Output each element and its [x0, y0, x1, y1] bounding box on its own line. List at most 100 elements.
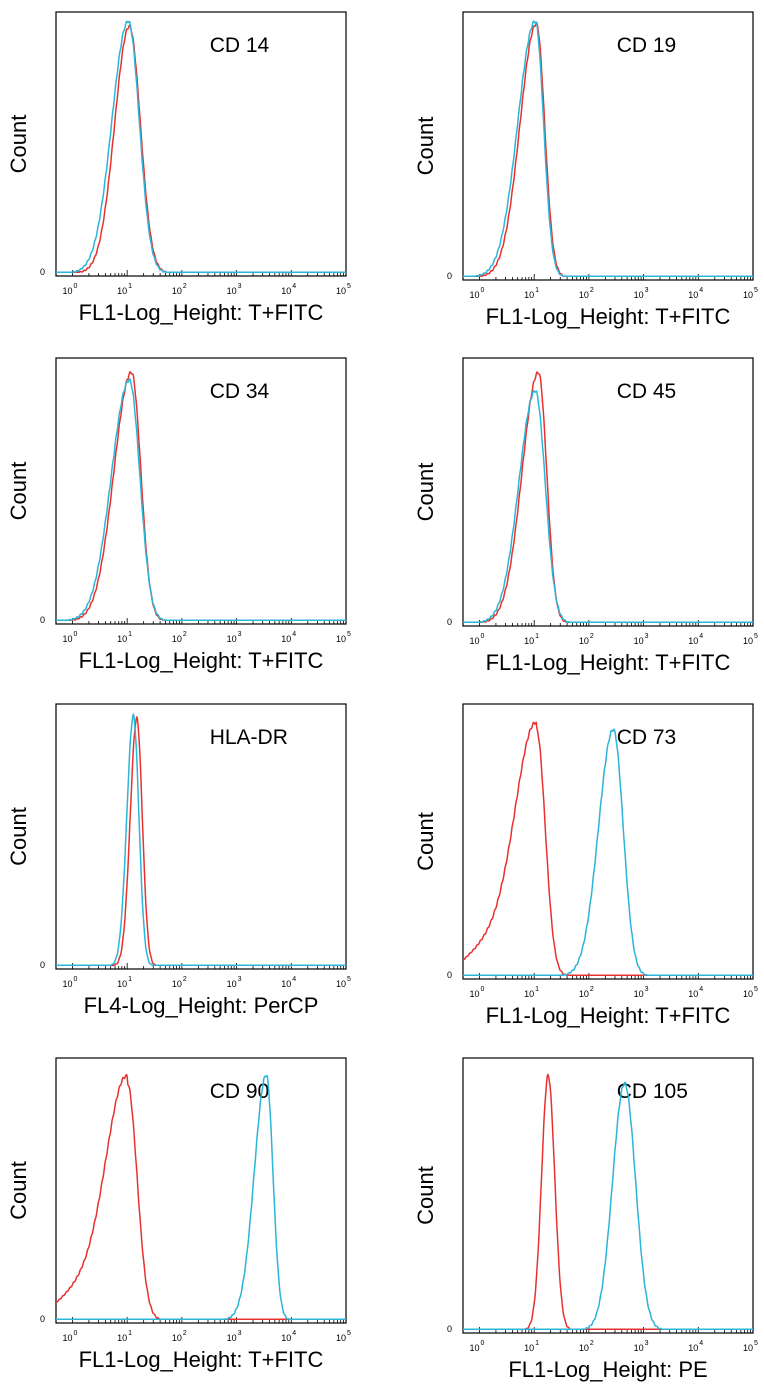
x-tick-exponent: 5: [754, 986, 758, 993]
y-axis-label: Count: [6, 807, 31, 866]
x-tick-exponent: 4: [292, 976, 296, 983]
x-tick-exponent: 2: [183, 631, 187, 638]
y-zero-label: 0: [40, 267, 45, 277]
x-tick-label: 10: [634, 989, 644, 999]
x-axis-label: FL1-Log_Height: T+FITC: [79, 648, 324, 673]
y-axis-label: Count: [6, 115, 31, 174]
x-axis-label: FL1-Log_Height: T+FITC: [79, 1347, 324, 1372]
histogram-series-line: [55, 24, 347, 273]
plot-frame: [55, 703, 347, 970]
x-tick-label: 10: [336, 979, 346, 989]
x-tick-exponent: 0: [480, 986, 484, 993]
x-tick-label: 10: [469, 1343, 479, 1353]
x-tick-exponent: 4: [699, 1340, 703, 1347]
histogram-series-line: [462, 371, 754, 623]
x-tick-exponent: 4: [699, 287, 703, 294]
x-tick-label: 10: [336, 634, 346, 644]
x-axis-label: FL1-Log_Height: PE: [508, 1357, 707, 1382]
x-tick-exponent: 0: [480, 287, 484, 294]
plot-frame: [462, 357, 754, 627]
x-tick-label: 10: [688, 989, 698, 999]
y-zero-label: 0: [40, 1314, 45, 1324]
x-tick-label: 10: [62, 634, 72, 644]
x-tick-label: 10: [688, 290, 698, 300]
x-tick-exponent: 2: [183, 1330, 187, 1337]
x-tick-label: 10: [281, 286, 291, 296]
panel-marker-label: HLA-DR: [210, 726, 288, 749]
y-axis-label: Count: [413, 463, 438, 522]
x-tick-exponent: 3: [645, 986, 649, 993]
x-axis-label: FL1-Log_Height: T+FITC: [79, 300, 324, 325]
x-tick-exponent: 2: [183, 976, 187, 983]
x-tick-label: 10: [743, 989, 753, 999]
histogram-series-line: [55, 1073, 347, 1320]
x-tick-exponent: 5: [347, 283, 351, 290]
histogram-series-line: [462, 1073, 754, 1330]
histogram-series-line: [55, 371, 347, 621]
y-axis-label: Count: [413, 812, 438, 871]
y-zero-label: 0: [40, 615, 45, 625]
plot-frame: [55, 1057, 347, 1324]
histogram-series-line: [462, 1081, 754, 1330]
x-tick-exponent: 0: [480, 633, 484, 640]
x-tick-label: 10: [172, 634, 182, 644]
y-axis-label: Count: [6, 1161, 31, 1220]
x-tick-exponent: 1: [128, 976, 132, 983]
plot-frame: [462, 1057, 754, 1334]
x-axis-label: FL1-Log_Height: T+FITC: [486, 650, 731, 675]
histogram-series-line: [55, 378, 347, 621]
x-tick-exponent: 4: [292, 283, 296, 290]
x-tick-label: 10: [634, 1343, 644, 1353]
x-tick-exponent: 3: [238, 976, 242, 983]
x-axis-label: FL1-Log_Height: T+FITC: [486, 1003, 731, 1028]
x-tick-exponent: 5: [754, 1340, 758, 1347]
x-tick-exponent: 5: [347, 1330, 351, 1337]
x-tick-exponent: 2: [590, 1340, 594, 1347]
plot-frame: [55, 357, 347, 625]
x-tick-exponent: 4: [699, 986, 703, 993]
x-tick-exponent: 0: [73, 631, 77, 638]
histogram-series-line: [462, 728, 754, 976]
x-tick-label: 10: [117, 286, 127, 296]
x-tick-label: 10: [281, 1333, 291, 1343]
y-axis-label: Count: [413, 117, 438, 176]
x-tick-exponent: 0: [73, 1330, 77, 1337]
x-tick-label: 10: [172, 1333, 182, 1343]
x-tick-exponent: 4: [292, 631, 296, 638]
x-tick-label: 10: [524, 989, 534, 999]
histogram-series-line: [55, 716, 347, 966]
panel-marker-label: CD 19: [617, 34, 677, 57]
x-tick-exponent: 0: [73, 283, 77, 290]
panel-marker-label: CD 90: [210, 1080, 270, 1103]
x-tick-exponent: 1: [535, 633, 539, 640]
x-tick-exponent: 3: [645, 633, 649, 640]
histogram-panel: 010 0 10 1 10 2 10 3 10 4 10 5CountFL1-Log_Height: …: [413, 1057, 758, 1382]
histogram-series-line: [462, 721, 754, 976]
histogram-panel: 010 0 10 1 10 2 10 3 10 4 10 5CountFL1-Log_Height: …: [413, 11, 758, 329]
x-tick-exponent: 2: [590, 986, 594, 993]
x-tick-exponent: 4: [292, 1330, 296, 1337]
x-tick-label: 10: [579, 290, 589, 300]
x-tick-exponent: 1: [535, 1340, 539, 1347]
x-tick-label: 10: [227, 979, 237, 989]
histogram-series-line: [55, 20, 347, 273]
x-tick-exponent: 2: [590, 287, 594, 294]
y-zero-label: 0: [447, 1324, 452, 1334]
x-tick-label: 10: [524, 290, 534, 300]
x-tick-label: 10: [62, 1333, 72, 1343]
x-tick-label: 10: [634, 636, 644, 646]
panel-marker-label: CD 34: [210, 380, 270, 403]
x-tick-exponent: 5: [754, 633, 758, 640]
x-tick-exponent: 3: [645, 1340, 649, 1347]
histogram-series-line: [462, 20, 754, 277]
y-zero-label: 0: [447, 271, 452, 281]
x-tick-label: 10: [62, 286, 72, 296]
y-zero-label: 0: [447, 617, 452, 627]
x-tick-label: 10: [743, 636, 753, 646]
x-tick-label: 10: [688, 636, 698, 646]
plot-frame: [462, 11, 754, 281]
x-tick-exponent: 3: [238, 631, 242, 638]
y-zero-label: 0: [40, 960, 45, 970]
plot-frame: [55, 11, 347, 277]
plot-frame: [462, 703, 754, 980]
